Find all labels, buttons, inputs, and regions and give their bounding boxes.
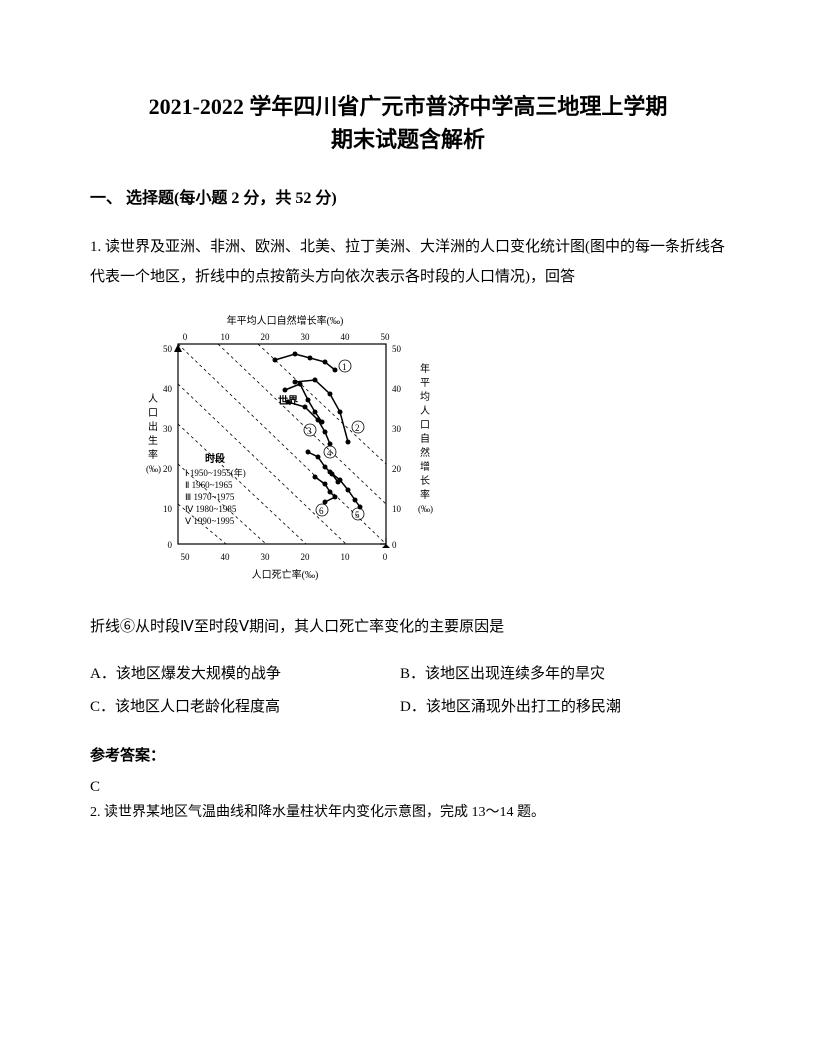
svg-text:5: 5 (355, 510, 360, 520)
svg-text:率: 率 (148, 448, 158, 461)
svg-text:1: 1 (342, 362, 347, 372)
svg-text:均: 均 (420, 391, 430, 403)
option-d: D．该地区涌现外出打工的移民潮 (400, 691, 650, 724)
svg-text:10: 10 (341, 552, 351, 562)
svg-text:人口死亡率(‰): 人口死亡率(‰) (252, 568, 319, 581)
title-line1: 2021-2022 学年四川省广元市普济中学高三地理上学期 (90, 90, 726, 123)
svg-text:20: 20 (261, 332, 271, 342)
option-c: C．该地区人口老龄化程度高 (90, 691, 340, 724)
svg-text:20: 20 (392, 464, 402, 474)
svg-text:时段: 时段 (205, 452, 225, 465)
svg-text:年: 年 (420, 362, 430, 375)
svg-text:0: 0 (392, 540, 397, 550)
option-a: A．该地区爆发大规模的战争 (90, 658, 340, 691)
svg-text:(‰): (‰) (418, 504, 433, 514)
sub-question-text: 折线⑥从时段Ⅳ至时段Ⅴ期间，其人口死亡率变化的主要原因是 (90, 612, 726, 642)
svg-text:0: 0 (183, 332, 188, 342)
svg-text:率: 率 (420, 488, 430, 501)
svg-text:Ⅴ 1990~1995: Ⅴ 1990~1995 (185, 516, 235, 526)
svg-text:Ⅳ 1980~1985: Ⅳ 1980~1985 (185, 504, 237, 514)
svg-text:然: 然 (420, 446, 430, 459)
svg-text:人: 人 (148, 393, 158, 405)
svg-text:40: 40 (221, 552, 231, 562)
svg-text:口: 口 (148, 408, 158, 419)
svg-text:40: 40 (392, 384, 402, 394)
svg-text:30: 30 (163, 424, 173, 434)
svg-text:50: 50 (392, 344, 402, 354)
svg-text:人: 人 (420, 405, 430, 417)
svg-text:10: 10 (221, 332, 231, 342)
svg-text:30: 30 (261, 552, 271, 562)
svg-text:长: 长 (420, 475, 430, 487)
svg-text:出: 出 (148, 420, 158, 433)
svg-text:口: 口 (420, 420, 430, 431)
svg-text:20: 20 (163, 464, 173, 474)
svg-text:Ⅰ 1950~1955(年): Ⅰ 1950~1955(年) (185, 467, 246, 478)
options-block: A．该地区爆发大规模的战争 B．该地区出现连续多年的旱灾 C．该地区人口老龄化程… (90, 658, 726, 724)
option-b: B．该地区出现连续多年的旱灾 (400, 658, 650, 691)
svg-text:40: 40 (341, 332, 351, 342)
svg-text:20: 20 (301, 552, 311, 562)
svg-text:0: 0 (383, 552, 388, 562)
svg-text:2: 2 (355, 423, 360, 433)
question-1-text: 1. 读世界及亚洲、非洲、欧洲、北美、拉丁美洲、大洋洲的人口变化统计图(图中的每… (90, 232, 726, 292)
svg-text:增: 增 (420, 460, 430, 473)
svg-text:生: 生 (148, 434, 158, 447)
section-heading: 一、 选择题(每小题 2 分，共 52 分) (90, 184, 726, 208)
svg-text:平: 平 (420, 378, 430, 389)
svg-text:50: 50 (381, 332, 391, 342)
question-2-text: 2. 读世界某地区气温曲线和降水量柱状年内变化示意图，完成 13～14 题。 (90, 800, 726, 825)
svg-text:50: 50 (181, 552, 191, 562)
svg-text:(‰): (‰) (146, 464, 161, 474)
population-chart: 年平均人口自然增长率(‰) 0 10 20 30 40 50 50 40 30 … (130, 312, 450, 592)
svg-text:40: 40 (163, 384, 173, 394)
svg-text:30: 30 (301, 332, 311, 342)
svg-text:Ⅱ 1960~1965: Ⅱ 1960~1965 (185, 480, 233, 490)
title-line2: 期末试题含解析 (90, 123, 726, 156)
svg-text:3: 3 (307, 426, 312, 436)
answer-label: 参考答案： (90, 744, 726, 765)
svg-text:30: 30 (392, 424, 402, 434)
svg-text:自: 自 (420, 432, 430, 445)
svg-text:Ⅲ 1970~1975: Ⅲ 1970~1975 (185, 492, 235, 502)
svg-text:50: 50 (163, 344, 173, 354)
svg-text:10: 10 (163, 504, 173, 514)
svg-text:0: 0 (168, 540, 173, 550)
top-axis-label: 年平均人口自然增长率(‰) (227, 314, 344, 327)
svg-text:6: 6 (319, 506, 324, 516)
svg-text:10: 10 (392, 504, 402, 514)
answer-value: C (90, 779, 726, 796)
svg-text:4: 4 (327, 448, 332, 458)
